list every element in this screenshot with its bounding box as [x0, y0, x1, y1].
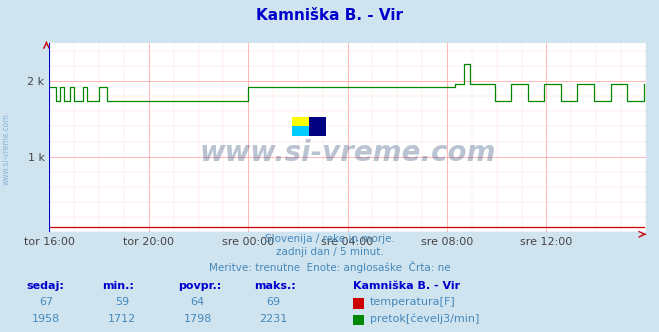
Text: zadnji dan / 5 minut.: zadnji dan / 5 minut.: [275, 247, 384, 257]
Text: 69: 69: [266, 297, 281, 307]
Text: Kamniška B. - Vir: Kamniška B. - Vir: [256, 8, 403, 23]
Text: www.si-vreme.com: www.si-vreme.com: [200, 139, 496, 167]
Text: temperatura[F]: temperatura[F]: [370, 297, 455, 307]
Text: 2231: 2231: [260, 314, 287, 324]
Text: 67: 67: [39, 297, 53, 307]
Text: www.si-vreme.com: www.si-vreme.com: [2, 114, 11, 185]
Text: maks.:: maks.:: [254, 281, 295, 290]
Text: 1712: 1712: [108, 314, 136, 324]
Text: 1798: 1798: [183, 314, 212, 324]
Text: 1958: 1958: [32, 314, 60, 324]
Text: Slovenija / reke in morje.: Slovenija / reke in morje.: [264, 234, 395, 244]
Text: pretok[čevelj3/min]: pretok[čevelj3/min]: [370, 314, 479, 324]
Bar: [292, 126, 309, 136]
Text: 64: 64: [190, 297, 205, 307]
Text: Kamniška B. - Vir: Kamniška B. - Vir: [353, 281, 460, 290]
Text: min.:: min.:: [102, 281, 134, 290]
Text: sedaj:: sedaj:: [26, 281, 64, 290]
Bar: [292, 117, 309, 126]
Text: povpr.:: povpr.:: [178, 281, 221, 290]
Text: Meritve: trenutne  Enote: anglosaške  Črta: ne: Meritve: trenutne Enote: anglosaške Črta…: [209, 261, 450, 273]
Text: 59: 59: [115, 297, 129, 307]
Bar: [309, 117, 326, 136]
